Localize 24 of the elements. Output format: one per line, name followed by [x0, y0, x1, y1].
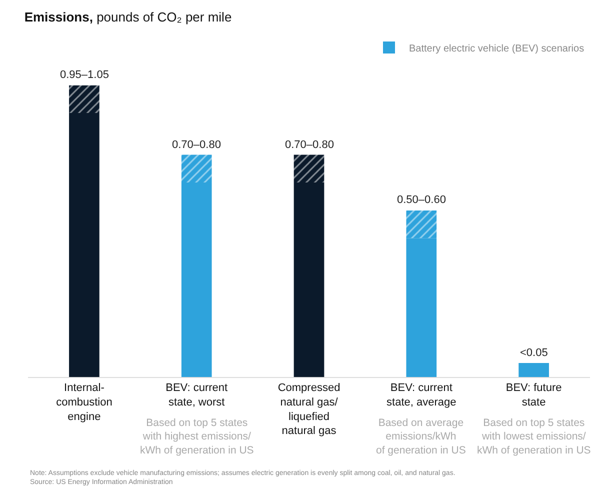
- bar: [518, 363, 549, 377]
- legend-label: Battery electric vehicle (BEV) scenarios: [409, 43, 584, 54]
- bar: [406, 210, 437, 238]
- x-tick-label: Compressed natural gas/ liquefied natural gas: [278, 382, 340, 438]
- x-tick-label: Internal- combustion engine: [56, 382, 112, 423]
- bar: [69, 113, 100, 377]
- bar: [406, 238, 437, 377]
- chart-title: Emissions, pounds of CO₂ per mile: [24, 9, 232, 24]
- text: Based on average emissions/kWh of generation in US: [376, 417, 466, 456]
- x-tick-label: BEV: current state, average: [386, 382, 456, 408]
- total-label: 0.50–0.60: [397, 194, 446, 206]
- total-label: 0.95–1.05: [60, 69, 109, 81]
- bar: [181, 182, 212, 377]
- bar: [69, 85, 100, 114]
- bar: [294, 182, 324, 377]
- text: Based on top 5 states with lowest emissions/ kWh of generation in US: [477, 417, 591, 456]
- bar: [294, 154, 324, 182]
- total-label: 0.70–0.80: [285, 139, 334, 151]
- text: Based on top 5 states with highest emissions/ kWh of generation in US: [140, 417, 254, 456]
- x-tick-label: BEV: current state, worst: [166, 382, 228, 408]
- bar: [181, 154, 212, 182]
- x-tick-label: BEV: future state: [506, 382, 562, 408]
- total-label: 0.70–0.80: [172, 139, 221, 151]
- total-label: <0.05: [520, 347, 548, 359]
